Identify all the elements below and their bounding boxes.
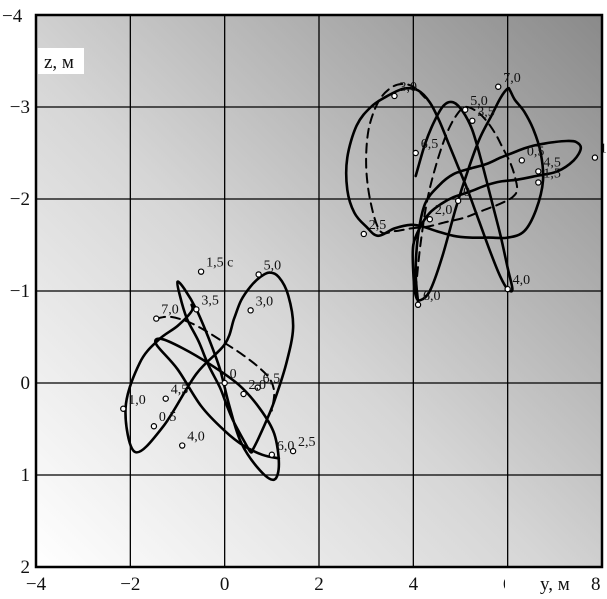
solid-trajectory-2: [344, 86, 583, 304]
time-marker-point: [247, 307, 254, 314]
time-marker-point: [504, 285, 511, 293]
time-marker-label: 6,5: [421, 137, 439, 152]
xlabel-bg: [505, 572, 587, 596]
time-marker-label: 3,0: [256, 294, 274, 309]
time-marker-label: 5,0: [470, 94, 488, 109]
time-marker-label: 4,0: [513, 273, 531, 288]
dashed-trajectory-3: [365, 82, 519, 292]
time-marker-point: [412, 149, 419, 157]
plot-frame: [34, 13, 604, 569]
time-marker-label: 4,0: [187, 430, 205, 445]
time-marker-point: [240, 390, 247, 398]
ylabel-bg: [38, 48, 84, 74]
time-marker-label: 0: [463, 185, 470, 200]
time-marker-point: [120, 405, 127, 412]
x-tick-label: 0: [220, 574, 230, 595]
series-layer: [124, 82, 583, 482]
time-marker-label: 6,5: [263, 372, 281, 387]
time-marker-point: [162, 395, 169, 402]
time-marker-label: 2,0: [249, 378, 266, 393]
time-marker-label: 4,5: [171, 383, 189, 398]
marker-layer: 1,5 с 5,03,5 3,07,01,06,502,04,50,54,06,0 2…: [120, 71, 607, 458]
time-marker-point: [197, 268, 205, 275]
time-marker-point: [255, 271, 262, 278]
time-marker-label: 2,0: [435, 203, 453, 218]
time-marker-point: [268, 451, 276, 458]
time-marker-point: [150, 423, 158, 430]
time-marker-label: 6,0: [277, 439, 295, 454]
y-axis-label: z, м: [44, 52, 74, 73]
time-marker-label: 1,5: [543, 166, 561, 181]
time-marker-point: [426, 216, 434, 223]
time-marker-label: 3,5: [477, 105, 495, 120]
time-marker-point: [462, 106, 469, 113]
y-tick-label: 2: [21, 557, 31, 578]
time-marker-label: 5,0: [264, 258, 282, 273]
time-marker-point: [518, 157, 526, 164]
time-marker-point: [289, 447, 297, 455]
x-axis-label: y, м: [540, 574, 570, 595]
corner-label-top-left: −4: [2, 6, 23, 27]
x-tick-label: −4: [26, 574, 47, 595]
dashed-trajectory-1: [155, 315, 276, 412]
y-tick-label: 0: [21, 373, 31, 394]
time-marker-point: [153, 315, 160, 322]
time-marker-point: [469, 117, 476, 125]
time-marker-label: 0,5: [527, 144, 545, 159]
time-marker-label: 1,0: [128, 393, 146, 408]
corner-label-bottom-right: 8: [591, 574, 601, 595]
y-tick-label: −1: [10, 281, 30, 302]
time-marker-point: [193, 306, 200, 313]
time-marker-label: 0: [230, 367, 237, 382]
time-marker-point: [391, 92, 398, 100]
time-marker-point: [360, 230, 368, 238]
y-tick-label: 1: [21, 465, 31, 486]
x-tick-label: 4: [409, 574, 419, 595]
x-tick-label: −2: [120, 574, 140, 595]
time-marker-label: 1,5 с: [206, 256, 233, 271]
y-tick-label: −2: [10, 189, 30, 210]
time-marker-label: 3,0: [399, 80, 417, 95]
time-marker-label: 2,5: [369, 218, 387, 233]
time-marker-label: 4,5: [543, 155, 561, 170]
time-marker-label: 2,5: [298, 435, 316, 450]
time-marker-point: [535, 179, 542, 186]
y-tick-label: −3: [10, 97, 30, 118]
time-marker-point: [221, 379, 228, 387]
time-marker-label: 6,0: [423, 289, 441, 304]
time-marker-point: [535, 168, 542, 175]
time-marker-point: [591, 154, 599, 161]
time-marker-label: 3,5: [201, 293, 219, 308]
time-marker-label: 0,5: [159, 410, 177, 425]
time-marker-label: 7,0: [161, 303, 179, 318]
time-marker-point: [414, 301, 422, 308]
time-marker-label: 7,0: [503, 71, 521, 86]
time-marker-point: [495, 83, 502, 90]
time-marker-label: 1,0: [600, 142, 607, 157]
time-marker-point: [454, 197, 462, 205]
solid-trajectory-0: [124, 271, 295, 482]
time-marker-point: [179, 442, 186, 449]
x-tick-label: 2: [314, 574, 324, 595]
time-marker-point: [254, 384, 261, 391]
